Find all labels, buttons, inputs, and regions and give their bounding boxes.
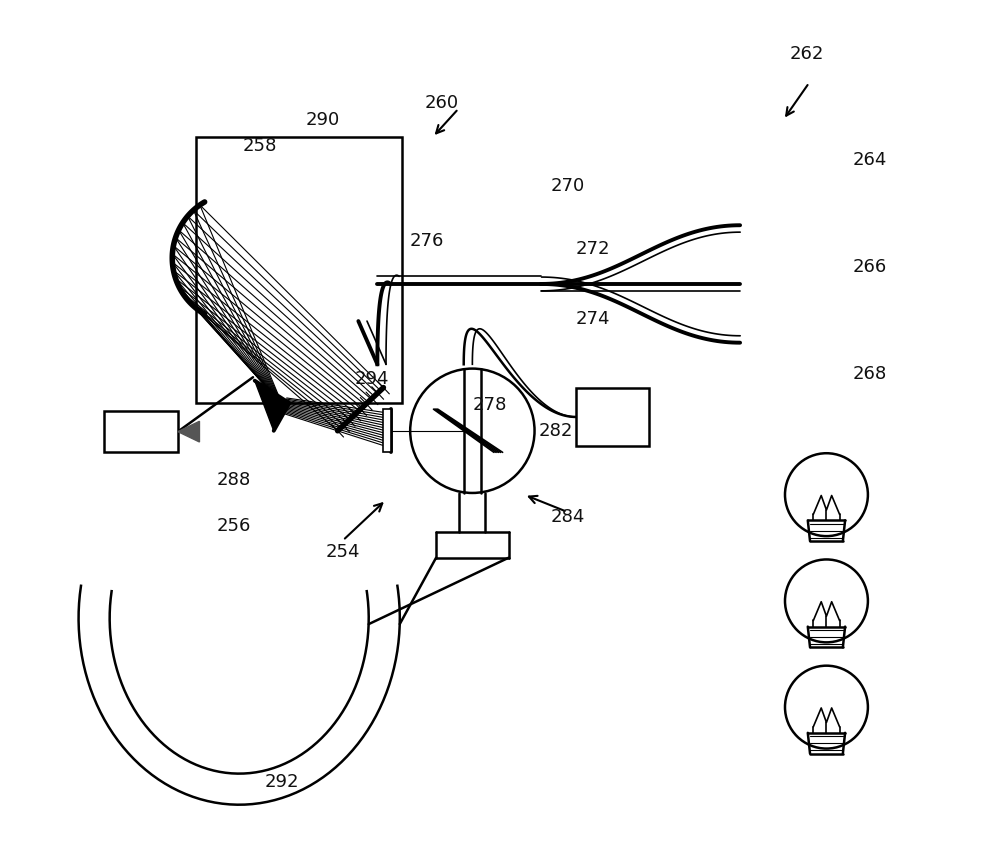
Text: 292: 292 [265, 773, 300, 791]
Text: 286: 286 [120, 422, 154, 439]
Bar [383, 409, 391, 452]
Bar [196, 138, 402, 403]
Text: 294: 294 [355, 370, 389, 388]
Polygon shape [255, 381, 289, 431]
Text: 278: 278 [472, 396, 507, 413]
Text: 276: 276 [409, 232, 444, 250]
Text: 270: 270 [550, 177, 584, 195]
Text: 290: 290 [306, 111, 340, 129]
Text: 282: 282 [539, 422, 573, 439]
Text: 256: 256 [217, 516, 251, 535]
Text: 284: 284 [550, 508, 585, 526]
Bar [104, 411, 178, 452]
Text: 264: 264 [852, 151, 887, 170]
Text: 288: 288 [217, 471, 251, 489]
Text: 262: 262 [789, 45, 824, 63]
Polygon shape [178, 421, 199, 442]
Text: 260: 260 [424, 93, 458, 112]
Text: 274: 274 [576, 310, 611, 328]
Text: 268: 268 [853, 365, 887, 383]
Text: 258: 258 [243, 137, 277, 155]
Text: 254: 254 [326, 542, 360, 561]
Text: 272: 272 [576, 240, 611, 259]
Text: 266: 266 [853, 258, 887, 276]
Text: 280: 280 [614, 396, 648, 413]
Bar [576, 388, 649, 446]
